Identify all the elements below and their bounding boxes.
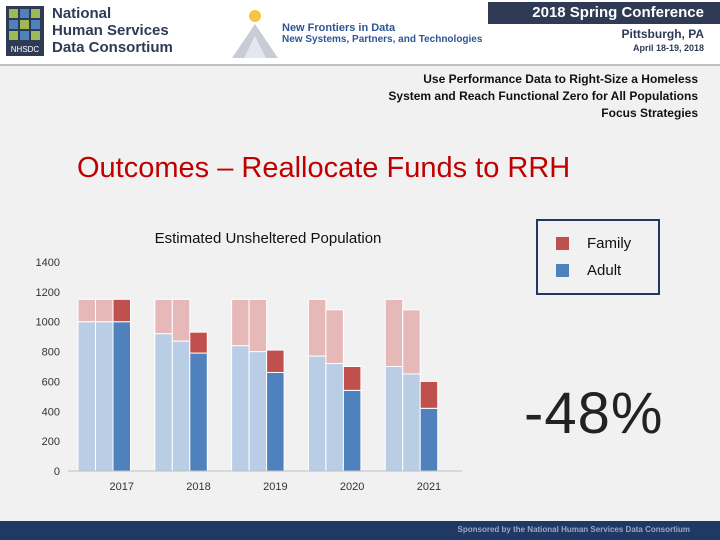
y-tick-label: 0: [54, 466, 60, 478]
bar-family: [189, 331, 208, 354]
tagline-line1: New Frontiers in Data: [282, 22, 396, 34]
tagline-line2: New Systems, Partners, and Technologies: [282, 34, 483, 45]
bar-family: [419, 380, 439, 409]
y-tick-label: 1000: [36, 317, 60, 329]
bar-adult: [189, 352, 208, 472]
bar-family: [77, 298, 96, 323]
bar-adult: [402, 373, 421, 472]
subtitle-line2: System and Reach Functional Zero for All…: [388, 89, 698, 103]
bar-family: [307, 298, 327, 357]
x-tick-label: 2020: [340, 481, 364, 493]
bar-family: [342, 366, 362, 391]
chart-title: Estimated Unsheltered Population: [155, 230, 382, 247]
bar-adult: [95, 321, 114, 472]
bar-family: [95, 298, 114, 323]
bar-family: [266, 349, 285, 373]
org-name-line1: National: [52, 5, 112, 22]
bar-adult: [248, 351, 268, 472]
slide-subtitle: Use Performance Data to Right-Size a Hom…: [388, 71, 698, 122]
x-tick-label: 2019: [263, 481, 287, 493]
x-tick-label: 2017: [110, 481, 134, 493]
y-tick-label: 200: [42, 436, 60, 448]
subtitle-line1: Use Performance Data to Right-Size a Hom…: [423, 72, 698, 86]
conference-header: NHSDC National Human Services Data Conso…: [0, 0, 720, 66]
mountain-icon: [232, 10, 278, 58]
bar-family: [384, 298, 404, 368]
chart-legend: Family Adult: [536, 219, 660, 295]
y-tick-label: 800: [42, 347, 60, 359]
bar-family: [248, 298, 268, 353]
bars: [77, 298, 439, 472]
footer-sponsor-text: Sponsored by the National Human Services…: [457, 525, 691, 534]
conference-title: 2018 Spring Conference: [488, 2, 720, 24]
bar-adult: [171, 340, 191, 472]
legend-swatch-family: [556, 237, 569, 250]
y-tick-label: 600: [42, 376, 60, 388]
legend-label-adult: Adult: [587, 262, 622, 279]
bar-adult: [266, 371, 285, 472]
subtitle-line3: Focus Strategies: [601, 106, 698, 120]
bar-adult: [77, 321, 96, 472]
org-name-line3: Data Consortium: [52, 39, 173, 56]
x-axis-tick-labels: 2017 2018 2019 2020 2021: [110, 481, 442, 493]
bar-family: [231, 298, 250, 347]
bar-family: [325, 309, 344, 365]
bar-family: [112, 298, 131, 323]
logo-text: NHSDC: [11, 45, 40, 54]
y-tick-label: 1400: [36, 257, 60, 269]
nhsdc-logo: NHSDC: [6, 6, 44, 56]
bar-family: [171, 298, 191, 342]
bar-family: [402, 309, 421, 375]
conference-city: Pittsburgh, PA: [621, 27, 704, 41]
footer-bar: Sponsored by the National Human Services…: [0, 521, 720, 540]
bar-adult: [307, 355, 327, 472]
y-tick-label: 400: [42, 406, 60, 418]
x-tick-label: 2021: [417, 481, 441, 493]
percent-change: -48%: [524, 381, 664, 446]
x-tick-label: 2018: [186, 481, 210, 493]
bar-adult: [342, 389, 362, 472]
conference-tagline: New Frontiers in Data New Systems, Partn…: [282, 22, 482, 45]
bar-adult: [154, 333, 173, 472]
conference-dates: April 18-19, 2018: [632, 43, 704, 53]
y-tick-label: 1200: [36, 287, 60, 299]
bar-adult: [419, 407, 439, 472]
bar-adult: [384, 366, 404, 472]
y-axis-tick-labels: 0 200 400 600 800 1000 1200 1400: [36, 257, 60, 478]
bar-adult: [112, 321, 131, 472]
bar-family: [154, 298, 173, 335]
bar-adult: [325, 363, 344, 472]
bar-adult: [231, 345, 250, 472]
org-name: National Human Services Data Consortium: [52, 5, 173, 56]
legend-label-family: Family: [587, 235, 632, 252]
slide-title: Outcomes – Reallocate Funds to RRH: [77, 152, 571, 184]
org-name-line2: Human Services: [52, 22, 169, 39]
legend-swatch-adult: [556, 264, 569, 277]
